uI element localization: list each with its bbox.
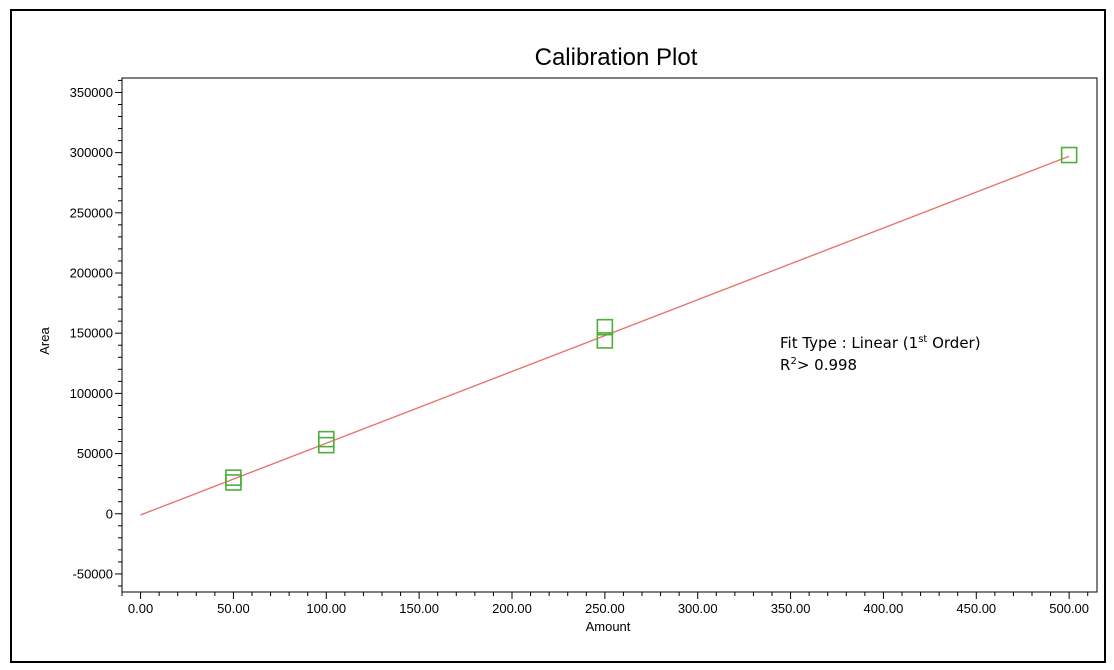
- axis-ticks: 0.00 50.00 100.00 150.00 200.00 250.00 300.00 3…: [70, 79, 1089, 616]
- x-tick-label: 500.00: [1049, 601, 1089, 616]
- y-tick-label: 250000: [70, 205, 113, 220]
- r-squared-prefix: R: [780, 356, 790, 374]
- fit-type-prefix: Fit Type : Linear (1: [780, 334, 918, 352]
- fit-type-annotation: Fit Type : Linear (1st Order): [780, 334, 981, 352]
- y-tick-label: 50000: [77, 446, 113, 461]
- x-tick-label: 200.00: [492, 601, 532, 616]
- data-point: [596, 332, 614, 349]
- y-tick-label: 0: [106, 506, 113, 521]
- calibration-chart: Calibration Plot 0.00 50.00 100.00 150.00 20…: [37, 44, 1098, 634]
- data-point: [596, 318, 614, 336]
- x-tick-label: 50.00: [217, 601, 250, 616]
- chart-frame: Calibration Plot 0.00 50.00 100.00 150.00 20…: [10, 9, 1106, 663]
- y-tick-label: -50000: [73, 566, 113, 581]
- x-tick-label: 300.00: [678, 601, 718, 616]
- data-point: [1060, 146, 1078, 164]
- x-tick-label: 250.00: [585, 601, 625, 616]
- y-tick-label: 150000: [70, 326, 113, 341]
- x-tick-label: 400.00: [864, 601, 904, 616]
- x-tick-label: 0.00: [128, 601, 153, 616]
- r-squared-annotation: R2> 0.998: [780, 356, 857, 374]
- y-axis-label: Area: [37, 327, 52, 355]
- r-squared-superscript: 2: [790, 356, 796, 367]
- y-tick-label: 350000: [70, 85, 113, 100]
- x-tick-label: 350.00: [771, 601, 811, 616]
- linear-fit-line: [140, 155, 1070, 516]
- fit-type-superscript: st: [918, 334, 927, 345]
- chart-title: Calibration Plot: [535, 44, 698, 71]
- y-tick-label: 100000: [70, 386, 113, 401]
- y-tick-label: 200000: [70, 266, 113, 281]
- r-squared-suffix: > 0.998: [797, 356, 857, 374]
- data-points: [225, 146, 1078, 491]
- fit-line-layer: [140, 155, 1070, 516]
- x-tick-label: 100.00: [306, 601, 346, 616]
- data-point: [317, 430, 335, 448]
- y-tick-label: 300000: [70, 145, 113, 160]
- x-axis-label: Amount: [586, 619, 631, 634]
- fit-type-suffix: Order): [927, 334, 980, 352]
- data-point: [225, 474, 242, 491]
- x-tick-label: 450.00: [956, 601, 996, 616]
- plot-area-border: [121, 77, 1098, 593]
- x-tick-label: 150.00: [399, 601, 439, 616]
- data-point: [317, 436, 335, 454]
